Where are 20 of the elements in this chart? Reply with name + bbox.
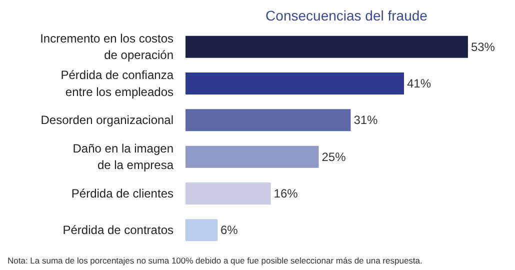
y-tick-label: Incremento en los costos de operación (40, 31, 174, 62)
data-label: 53% (470, 40, 496, 54)
text: Nota: La suma de los porcentajes no suma 100% debido a que fue posible seleccionar más de una respuesta. (8, 256, 422, 266)
y-tick-label: Daño en la imagen de la empresa (72, 141, 174, 172)
data-label: 6% (220, 223, 238, 238)
data-label: 41% (407, 76, 432, 90)
bar (186, 72, 404, 94)
bar (186, 109, 351, 132)
y-tick-label: Desorden organizacional (40, 113, 174, 128)
chart-title: Consecuencias del fraude (266, 8, 428, 24)
bar (186, 146, 319, 168)
data-label: 16% (274, 186, 298, 200)
bar (186, 219, 218, 242)
y-tick-label: Pérdida de confianza entre los empleados (60, 68, 174, 99)
data-label: 25% (322, 150, 346, 164)
y-tick-label: Pérdida de contratos (62, 223, 174, 238)
data-label: 31% (354, 113, 378, 128)
y-tick-label: Pérdida de clientes (71, 186, 174, 200)
bar (186, 182, 271, 204)
bar (186, 36, 468, 58)
